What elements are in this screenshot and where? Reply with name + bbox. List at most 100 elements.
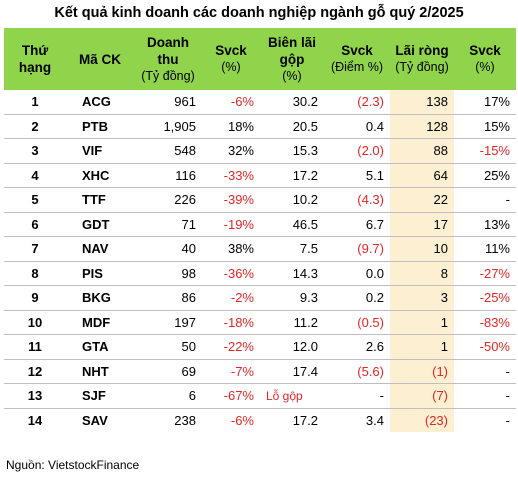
net-profit-yoy-cell: -: [454, 187, 516, 213]
header-unit: (%): [475, 60, 495, 74]
net-profit-cell: (7): [390, 383, 454, 409]
table-row: 3 VIF 548 32% 15.3 (2.0) 88 -15%: [4, 138, 516, 164]
table-body: 1 ACG 961 -6% 30.2 (2.3) 138 17% 2 PTB 1,905 18% 20.…: [4, 90, 516, 432]
revenue-yoy-cell: -7%: [202, 359, 260, 384]
revenue-yoy-cell: 38%: [202, 236, 260, 262]
net-profit-yoy-cell: 17%: [454, 90, 516, 115]
code-cell: PIS: [66, 261, 134, 286]
revenue-cell: 50: [134, 334, 202, 360]
gross-margin-yoy-cell: (2.0): [324, 138, 390, 164]
code-cell: GDT: [66, 212, 134, 237]
rank-cell: 14: [27, 412, 43, 428]
rank-cell: 2: [4, 114, 66, 139]
code-cell: GTA: [66, 334, 134, 360]
gross-margin-cell: 17.2: [292, 412, 318, 428]
header-label: Svck: [469, 43, 501, 58]
gross-margin-cell: 11.2: [260, 310, 324, 335]
rank-cell: 7: [4, 236, 66, 262]
net-profit-cell: 138: [390, 90, 454, 115]
header-net-profit: Lãi ròng (Tỷ đồng): [390, 28, 454, 90]
gross-margin-cell: Lỗ gộp: [260, 383, 324, 409]
code-cell: NAV: [66, 236, 134, 262]
code-cell: TTF: [66, 187, 134, 213]
source-note: Nguồn: VietstockFinance: [6, 458, 140, 472]
net-profit-yoy-cell: 15%: [454, 114, 516, 139]
table-row: 7 NAV 40 38% 7.5 (9.7) 10 11%: [4, 236, 516, 262]
gross-margin-yoy-cell: 0.4: [324, 114, 390, 139]
code-cell: MDF: [66, 310, 134, 335]
table-row: 4 XHC 116 -33% 17.2 5.1 64 25%: [4, 163, 516, 188]
net-profit-cell: 22: [390, 187, 454, 213]
gross-margin-cell: 17.4: [260, 359, 324, 384]
table-row: 1 ACG 961 -6% 30.2 (2.3) 138 17%: [4, 90, 516, 115]
net-profit-cell: 1: [390, 310, 454, 335]
net-profit-yoy-cell: 25%: [454, 163, 516, 188]
code-cell: SAV: [82, 412, 108, 428]
revenue-cell: 1,905: [134, 114, 202, 139]
code-cell: NHT: [66, 359, 134, 384]
gross-margin-yoy-cell: 3.4: [365, 412, 384, 428]
net-profit-cell: 88: [390, 138, 454, 164]
net-profit-cell: 3: [390, 285, 454, 311]
revenue-yoy-cell: -6%: [202, 90, 260, 115]
table-row: 13 SJF 6 -67% Lỗ gộp - (7) -: [4, 383, 516, 409]
gross-margin-yoy-cell: 5.1: [324, 163, 390, 188]
gross-margin-yoy-cell: 0.0: [324, 261, 390, 286]
gross-margin-cell: 9.3: [260, 285, 324, 311]
code-cell: VIF: [66, 138, 134, 164]
header-unit: (Tỷ đồng): [395, 60, 449, 74]
net-profit-yoy-cell: -: [454, 383, 516, 409]
gross-margin-yoy-cell: (0.5): [324, 310, 390, 335]
header-label: Thứ hạng: [18, 43, 52, 75]
net-profit-yoy-cell: -25%: [454, 285, 516, 311]
rank-cell: 5: [4, 187, 66, 213]
rank-cell: 3: [4, 138, 66, 164]
revenue-yoy-cell: 32%: [202, 138, 260, 164]
revenue-yoy-cell: 18%: [202, 114, 260, 139]
header-label: Mã CK: [78, 51, 121, 67]
gross-margin-yoy-cell: (9.7): [324, 236, 390, 262]
rank-cell: 11: [4, 334, 66, 360]
revenue-cell: 116: [134, 163, 202, 188]
revenue-yoy-cell: -2%: [202, 285, 260, 311]
page-title: Kết quả kinh doanh các doanh nghiệp ngàn…: [54, 5, 464, 21]
header-label: Svck: [215, 43, 247, 58]
net-profit-cell: 128: [390, 114, 454, 139]
code-cell: ACG: [66, 90, 134, 115]
revenue-cell: 226: [134, 187, 202, 213]
gross-margin-yoy-cell: -: [324, 383, 390, 409]
table-row: 8 PIS 98 -36% 14.3 0.0 8 -27%: [4, 261, 516, 286]
header-unit: (Điểm %): [330, 60, 384, 74]
net-profit-yoy-cell: -: [454, 359, 516, 384]
net-profit-yoy-cell: -: [505, 412, 510, 428]
rank-cell: 8: [4, 261, 66, 286]
net-profit-yoy-cell: -27%: [454, 261, 516, 286]
code-cell: PTB: [66, 114, 134, 139]
header-gross-margin: Biên lãi gộp (%): [260, 28, 324, 90]
rank-cell: 6: [4, 212, 66, 237]
revenue-yoy-cell: -6%: [230, 412, 254, 428]
table-row: 12 NHT 69 -7% 17.4 (5.6) (1) -: [4, 359, 516, 384]
revenue-cell: 69: [134, 359, 202, 384]
code-cell: BKG: [66, 285, 134, 311]
revenue-cell: 548: [134, 138, 202, 164]
net-profit-cell: 8: [390, 261, 454, 286]
net-profit-yoy-cell: -50%: [454, 334, 516, 360]
header-label: Biên lãi gộp: [267, 34, 316, 67]
rank-cell: 13: [4, 383, 66, 409]
table-row: 5 TTF 226 -39% 10.2 (4.3) 22-: [4, 187, 516, 213]
table-header: Thứ hạng Mã CK Doanh thu (Tỷ đồng) Svck (%) Bi…: [4, 28, 516, 90]
header-unit: (%): [221, 60, 241, 74]
header-revenue: Doanh thu (Tỷ đồng): [134, 28, 202, 90]
gross-margin-cell: 46.5: [260, 212, 324, 237]
table-row: 2 PTB 1,905 18% 20.5 0.4 128 15%: [4, 114, 516, 139]
table-row: 9 BKG 86 -2% 9.3 0.2 3 -25%: [4, 285, 516, 311]
gross-margin-yoy-cell: 0.2: [324, 285, 390, 311]
rank-cell: 10: [4, 310, 66, 335]
rank-cell: 4: [4, 163, 66, 188]
net-profit-cell: (23): [390, 408, 454, 432]
net-profit-yoy-cell: 11%: [454, 236, 516, 262]
revenue-cell: 98: [134, 261, 202, 286]
gross-margin-yoy-cell: (2.3): [324, 90, 390, 115]
